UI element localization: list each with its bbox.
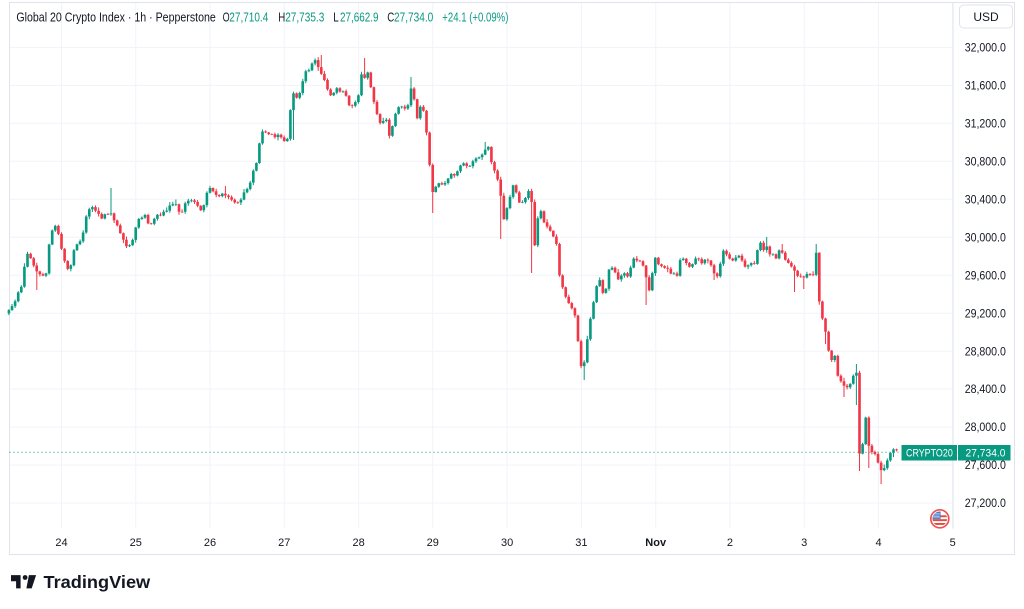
svg-text:4: 4 — [875, 537, 881, 549]
svg-text:28,000.0: 28,000.0 — [965, 422, 1006, 434]
svg-text:29,200.0: 29,200.0 — [965, 308, 1006, 320]
svg-text:+24.1 (+0.09%): +24.1 (+0.09%) — [442, 11, 508, 25]
svg-text:3: 3 — [801, 537, 807, 549]
svg-text:30,800.0: 30,800.0 — [965, 156, 1006, 168]
svg-text:27,600.0: 27,600.0 — [965, 460, 1006, 472]
svg-text:31: 31 — [575, 537, 587, 549]
svg-text:27: 27 — [278, 537, 290, 549]
svg-text:H: H — [278, 11, 285, 25]
svg-text:26: 26 — [204, 537, 216, 549]
svg-text:29: 29 — [427, 537, 439, 549]
svg-text:5: 5 — [950, 537, 956, 549]
svg-text:C: C — [387, 11, 394, 25]
svg-text:28: 28 — [352, 537, 364, 549]
svg-text:L: L — [333, 11, 339, 25]
svg-text:30,400.0: 30,400.0 — [965, 194, 1006, 206]
svg-text:25: 25 — [130, 537, 142, 549]
svg-text:2: 2 — [727, 537, 733, 549]
svg-text:27,735.3: 27,735.3 — [285, 11, 324, 25]
svg-text:31,200.0: 31,200.0 — [965, 118, 1006, 130]
svg-text:27,734.0: 27,734.0 — [966, 448, 1006, 460]
svg-text:O: O — [223, 11, 230, 25]
svg-text:32,000.0: 32,000.0 — [965, 43, 1006, 55]
svg-text:USD: USD — [973, 10, 999, 24]
svg-text:28,800.0: 28,800.0 — [965, 346, 1006, 358]
svg-text:30,000.0: 30,000.0 — [965, 232, 1006, 244]
svg-text:27,734.0: 27,734.0 — [394, 11, 433, 25]
svg-text:24: 24 — [55, 537, 67, 549]
svg-text:30: 30 — [501, 537, 513, 549]
svg-text:Global 20 Crypto Index · 1h ·: Global 20 Crypto Index · 1h · Pepperston… — [16, 11, 215, 25]
svg-text:Nov: Nov — [645, 537, 667, 549]
svg-text:31,600.0: 31,600.0 — [965, 81, 1006, 93]
svg-text:CRYPTO20: CRYPTO20 — [906, 448, 953, 460]
svg-text:27,662.9: 27,662.9 — [340, 11, 379, 25]
svg-text:28,400.0: 28,400.0 — [965, 384, 1006, 396]
svg-text:29,600.0: 29,600.0 — [965, 270, 1006, 282]
svg-text:27,710.4: 27,710.4 — [229, 11, 268, 25]
svg-text:27,200.0: 27,200.0 — [965, 498, 1006, 510]
svg-text:TradingView: TradingView — [44, 572, 151, 592]
